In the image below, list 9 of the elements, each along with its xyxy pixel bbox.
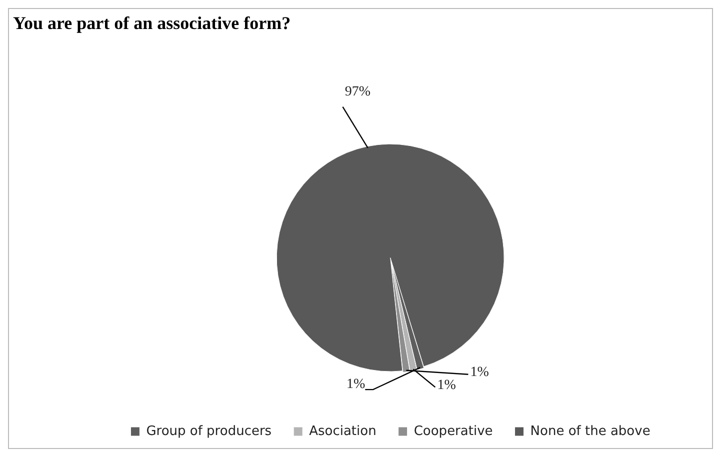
legend-label: Asociation (309, 424, 376, 439)
data-label: 97% (344, 84, 371, 100)
legend-label: Cooperative (414, 424, 493, 439)
legend-label: None of the above (530, 424, 650, 439)
data-label: 1% (470, 365, 490, 380)
data-label: 1% (437, 378, 456, 393)
legend-label: Group of producers (146, 424, 272, 439)
chart-title: You are part of an associative form? (13, 13, 291, 34)
data-label: 1% (346, 377, 366, 392)
